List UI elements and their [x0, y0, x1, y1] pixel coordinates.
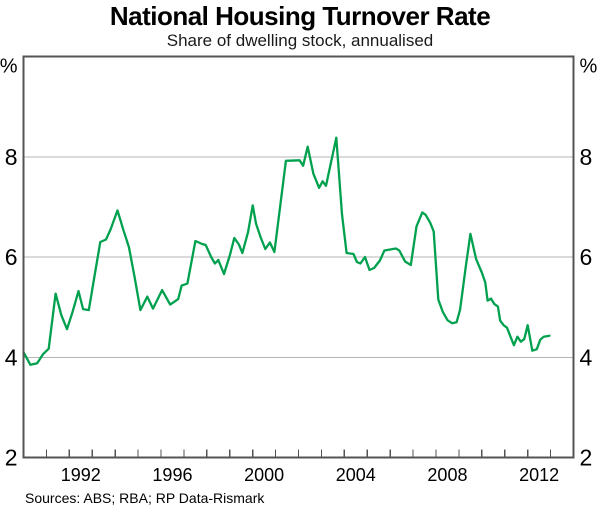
x-axis-label: 1996	[152, 465, 192, 485]
x-axis-label: 2008	[427, 465, 467, 485]
chart-title: National Housing Turnover Rate	[109, 1, 491, 31]
turnover-rate-line	[22, 136, 551, 366]
y-axis-unit-right: %	[580, 56, 598, 78]
y-axis-label-left: 6	[5, 244, 18, 270]
x-axis-label: 2000	[244, 465, 284, 485]
y-axis-label-left: 2	[5, 445, 18, 471]
y-axis-label-right: 8	[580, 144, 593, 170]
y-axis-label-left: 4	[5, 344, 18, 370]
source-note: Sources: ABS; RBA; RP Data-Rismark	[25, 490, 265, 506]
x-axis-label: 2004	[336, 465, 376, 485]
y-axis-unit-left: %	[0, 56, 18, 78]
x-axis-label: 1992	[61, 465, 101, 485]
y-axis-label-right: 6	[580, 244, 593, 270]
x-axis-label: 2012	[519, 465, 559, 485]
y-axis-label-right: 2	[580, 445, 593, 471]
chart-subtitle: Share of dwelling stock, annualised	[166, 31, 434, 50]
plot-frame	[22, 55, 575, 459]
y-axis-label-left: 8	[5, 144, 18, 170]
y-axis-label-right: 4	[580, 344, 593, 370]
